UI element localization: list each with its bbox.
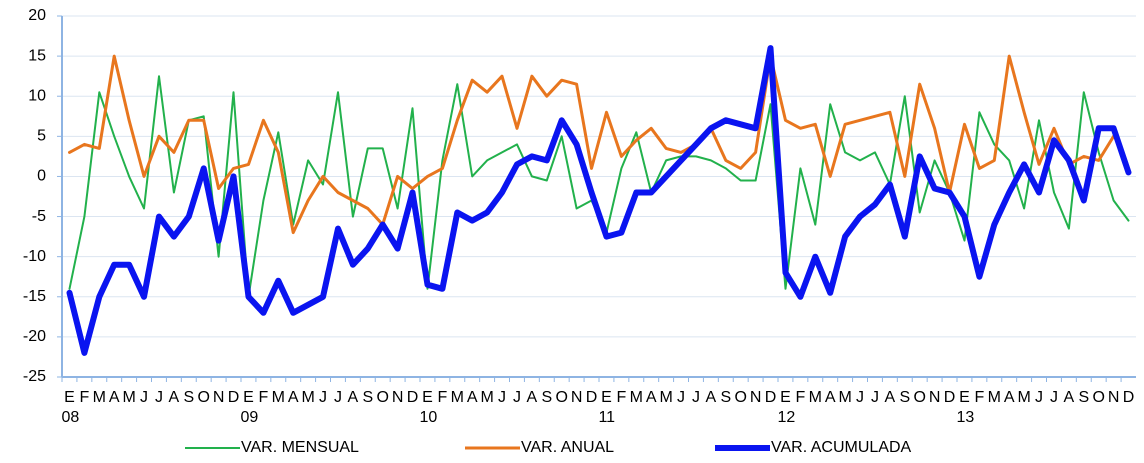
x-tick-label: F <box>616 389 626 406</box>
x-tick-label: J <box>498 389 506 406</box>
x-tick-label: F <box>79 389 89 406</box>
x-tick-label: S <box>1078 389 1089 406</box>
x-tick-label: A <box>706 389 717 406</box>
x-tick-label: E <box>601 389 612 406</box>
x-tick-label: D <box>1123 389 1135 406</box>
x-tick-label: M <box>272 389 285 406</box>
y-tick-label: -20 <box>23 328 46 345</box>
year-label: 11 <box>598 409 615 426</box>
x-tick-label: M <box>301 389 314 406</box>
y-tick-label: 20 <box>28 7 46 24</box>
x-tick-label: M <box>838 389 851 406</box>
x-tick-label: A <box>288 389 299 406</box>
x-tick-label: D <box>586 389 598 406</box>
x-tick-label: M <box>93 389 106 406</box>
x-tick-label: N <box>213 389 225 406</box>
x-tick-label: S <box>899 389 910 406</box>
y-tick-label: -5 <box>32 208 46 225</box>
y-tick-label: 5 <box>37 128 46 145</box>
x-tick-label: O <box>197 389 209 406</box>
legend-label: VAR. ANUAL <box>521 439 614 456</box>
x-tick-label: F <box>795 389 805 406</box>
x-tick-label: A <box>109 389 120 406</box>
x-tick-label: O <box>1092 389 1104 406</box>
y-tick-label: 0 <box>37 168 46 185</box>
x-tick-label: D <box>228 389 240 406</box>
year-label: 08 <box>61 409 79 426</box>
x-tick-label: D <box>944 389 956 406</box>
x-tick-label: M <box>480 389 493 406</box>
y-tick-label: -15 <box>23 288 46 305</box>
x-tick-label: M <box>809 389 822 406</box>
series-line <box>66 45 1132 356</box>
x-tick-label: E <box>780 389 791 406</box>
x-tick-label: O <box>376 389 388 406</box>
x-tick-label: J <box>856 389 864 406</box>
y-tick-label: -10 <box>23 248 46 265</box>
y-tick-label: 10 <box>28 87 46 104</box>
x-tick-label: F <box>974 389 984 406</box>
x-tick-label: A <box>169 389 180 406</box>
x-tick-label: S <box>541 389 552 406</box>
legend-label: VAR. MENSUAL <box>241 439 359 456</box>
x-tick-label: E <box>64 389 75 406</box>
x-tick-label: J <box>319 389 327 406</box>
x-tick-label: A <box>348 389 359 406</box>
x-tick-label: N <box>750 389 762 406</box>
x-tick-label: F <box>437 389 447 406</box>
x-tick-label: N <box>929 389 941 406</box>
year-label: 10 <box>419 409 437 426</box>
x-tick-label: A <box>646 389 657 406</box>
x-tick-label: J <box>140 389 148 406</box>
x-tick-label: M <box>122 389 135 406</box>
x-tick-label: O <box>913 389 925 406</box>
x-tick-label: A <box>527 389 538 406</box>
x-tick-label: J <box>513 389 521 406</box>
x-tick-label: M <box>630 389 643 406</box>
y-tick-label: -25 <box>23 368 46 385</box>
year-label: 12 <box>777 409 795 426</box>
legend-label: VAR. ACUMULADA <box>771 439 912 456</box>
x-tick-label: E <box>959 389 970 406</box>
year-label: 13 <box>956 409 974 426</box>
x-tick-label: J <box>334 389 342 406</box>
x-tick-label: N <box>1108 389 1120 406</box>
x-tick-label: N <box>392 389 404 406</box>
x-tick-label: E <box>422 389 433 406</box>
x-tick-label: A <box>885 389 896 406</box>
x-tick-label: J <box>1050 389 1058 406</box>
x-tick-label: J <box>677 389 685 406</box>
x-tick-label: N <box>571 389 583 406</box>
x-tick-label: A <box>467 389 478 406</box>
x-tick-label: O <box>555 389 567 406</box>
y-tick-label: 15 <box>28 47 46 64</box>
x-tick-label: S <box>183 389 194 406</box>
x-tick-label: D <box>765 389 777 406</box>
x-tick-label: F <box>258 389 268 406</box>
x-tick-label: D <box>407 389 419 406</box>
x-tick-label: S <box>362 389 373 406</box>
series-line <box>68 54 1116 235</box>
x-tick-label: E <box>243 389 254 406</box>
x-tick-label: J <box>871 389 879 406</box>
x-tick-label: J <box>692 389 700 406</box>
x-tick-label: A <box>1064 389 1075 406</box>
x-tick-label: M <box>988 389 1001 406</box>
x-tick-label: M <box>1017 389 1030 406</box>
x-tick-label: S <box>720 389 731 406</box>
x-tick-label: J <box>155 389 163 406</box>
x-tick-label: A <box>1004 389 1015 406</box>
x-tick-label: M <box>451 389 464 406</box>
x-tick-label: A <box>825 389 836 406</box>
x-tick-label: J <box>1035 389 1043 406</box>
x-tick-label: O <box>734 389 746 406</box>
x-tick-label: M <box>659 389 672 406</box>
year-label: 09 <box>240 409 258 426</box>
